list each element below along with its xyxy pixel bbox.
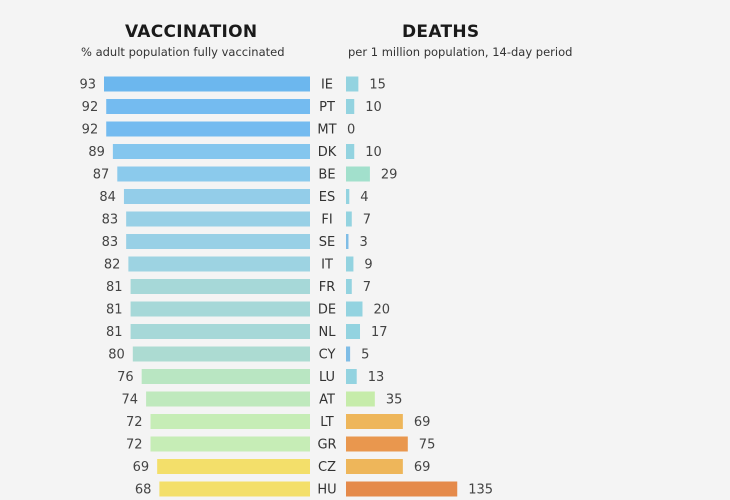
deaths-value-dk: 10 bbox=[365, 145, 382, 160]
deaths-bar-nl bbox=[346, 324, 361, 339]
vaccination-value-it: 82 bbox=[104, 258, 121, 273]
vaccination-value-mt: 92 bbox=[82, 123, 99, 138]
deaths-value-cy: 5 bbox=[361, 348, 369, 363]
deaths-value-nl: 17 bbox=[371, 325, 388, 340]
vaccination-bar-lu bbox=[141, 369, 310, 384]
vaccination-value-pt: 92 bbox=[82, 100, 99, 115]
vaccination-bar-lt bbox=[150, 414, 310, 429]
vaccination-bar-cz bbox=[157, 459, 310, 474]
deaths-value-fr: 7 bbox=[363, 280, 371, 295]
vaccination-value-gr: 72 bbox=[126, 438, 143, 453]
vaccination-value-de: 81 bbox=[106, 303, 123, 318]
country-code-lt: LT bbox=[320, 415, 333, 430]
vaccination-bar-fi bbox=[126, 211, 310, 227]
deaths-bar-gr bbox=[346, 436, 408, 452]
deaths-value-es: 4 bbox=[360, 190, 368, 205]
vaccination-value-fr: 81 bbox=[106, 280, 123, 295]
deaths-bar-at bbox=[346, 391, 375, 407]
vaccination-bar-gr bbox=[150, 436, 310, 452]
country-code-se: SE bbox=[319, 235, 335, 250]
vaccination-value-lt: 72 bbox=[126, 415, 143, 430]
vaccination-bar-ie bbox=[104, 76, 310, 92]
country-code-es: ES bbox=[319, 190, 335, 205]
vaccination-subtitle: % adult population fully vaccinated bbox=[81, 45, 285, 59]
vaccination-bar-de bbox=[130, 301, 310, 317]
deaths-bar-it bbox=[346, 256, 354, 272]
country-code-lu: LU bbox=[319, 370, 335, 385]
vaccination-value-be: 87 bbox=[93, 168, 110, 183]
vaccination-bar-cy bbox=[132, 346, 310, 362]
deaths-value-lu: 13 bbox=[368, 370, 385, 385]
country-code-at: AT bbox=[319, 393, 335, 408]
vaccination-value-cy: 80 bbox=[108, 348, 125, 363]
vaccination-value-dk: 89 bbox=[88, 145, 105, 160]
deaths-bar-cy bbox=[346, 346, 351, 362]
country-code-fr: FR bbox=[319, 280, 336, 295]
vaccination-value-se: 83 bbox=[102, 235, 119, 250]
deaths-value-se: 3 bbox=[359, 235, 367, 250]
deaths-value-lt: 69 bbox=[414, 415, 431, 430]
vaccination-bar-nl bbox=[130, 324, 310, 339]
vaccination-bar-pt bbox=[106, 99, 310, 114]
vaccination-value-hu: 68 bbox=[135, 483, 152, 498]
deaths-value-ie: 15 bbox=[369, 78, 386, 93]
country-code-fi: FI bbox=[321, 213, 332, 228]
deaths-bar-cz bbox=[346, 459, 403, 474]
vaccination-value-cz: 69 bbox=[133, 460, 150, 475]
deaths-bar-hu bbox=[346, 481, 458, 497]
deaths-value-it: 9 bbox=[364, 258, 372, 273]
deaths-bar-ie bbox=[346, 76, 359, 92]
vaccination-bar-dk bbox=[112, 144, 311, 159]
deaths-bar-lu bbox=[346, 369, 357, 384]
vaccination-bar-hu bbox=[159, 481, 310, 497]
vaccination-bar-mt bbox=[106, 121, 310, 137]
vaccination-bar-fr bbox=[130, 279, 310, 294]
country-code-be: BE bbox=[318, 168, 335, 183]
vaccination-value-lu: 76 bbox=[117, 370, 134, 385]
deaths-value-at: 35 bbox=[386, 393, 403, 408]
vaccination-bar-se bbox=[126, 234, 310, 249]
deaths-bar-de bbox=[346, 301, 363, 317]
deaths-bar-se bbox=[346, 234, 349, 249]
deaths-value-gr: 75 bbox=[419, 438, 436, 453]
deaths-bar-fi bbox=[346, 211, 352, 227]
deaths-value-mt: 0 bbox=[347, 123, 355, 138]
deaths-value-be: 29 bbox=[381, 168, 398, 183]
vaccination-value-es: 84 bbox=[99, 190, 116, 205]
vaccination-bar-be bbox=[117, 166, 310, 182]
vaccination-bar-it bbox=[128, 256, 310, 272]
country-code-nl: NL bbox=[319, 325, 337, 340]
deaths-value-fi: 7 bbox=[363, 213, 371, 228]
deaths-bar-fr bbox=[346, 279, 352, 294]
country-code-dk: DK bbox=[318, 145, 337, 160]
deaths-value-hu: 135 bbox=[468, 483, 493, 498]
country-code-mt: MT bbox=[317, 123, 336, 138]
deaths-bar-be bbox=[346, 166, 370, 182]
vaccination-value-fi: 83 bbox=[102, 213, 119, 228]
vaccination-value-at: 74 bbox=[122, 393, 139, 408]
country-code-ie: IE bbox=[321, 78, 333, 93]
deaths-bar-pt bbox=[346, 99, 355, 114]
vaccination-value-nl: 81 bbox=[106, 325, 123, 340]
deaths-bar-dk bbox=[346, 144, 355, 159]
deaths-bar-lt bbox=[346, 414, 403, 429]
country-code-de: DE bbox=[318, 303, 336, 318]
country-code-it: IT bbox=[321, 258, 333, 273]
deaths-value-de: 20 bbox=[373, 303, 390, 318]
country-code-cz: CZ bbox=[318, 460, 336, 475]
vaccination-value-ie: 93 bbox=[79, 78, 96, 93]
deaths-bar-es bbox=[346, 189, 350, 204]
deaths-value-cz: 69 bbox=[414, 460, 431, 475]
vaccination-bar-es bbox=[123, 189, 310, 204]
vaccination-bar-at bbox=[146, 391, 310, 407]
country-code-cy: CY bbox=[319, 348, 336, 363]
vaccination-title: VACCINATION bbox=[125, 22, 258, 42]
country-code-pt: PT bbox=[319, 100, 335, 115]
deaths-title: DEATHS bbox=[402, 22, 480, 42]
country-code-hu: HU bbox=[317, 483, 336, 498]
deaths-subtitle: per 1 million population, 14-day period bbox=[348, 45, 573, 59]
deaths-value-pt: 10 bbox=[365, 100, 382, 115]
country-code-gr: GR bbox=[317, 438, 336, 453]
